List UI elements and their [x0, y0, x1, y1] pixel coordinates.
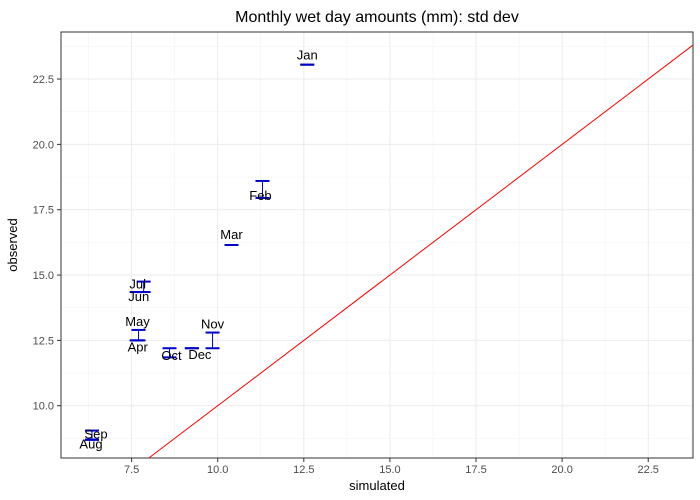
point-label: Oct [161, 348, 182, 363]
point-label: Feb [249, 188, 271, 203]
x-tick-label: 22.5 [638, 464, 659, 476]
point-label: Aug [79, 437, 102, 452]
x-tick-label: 10.0 [207, 464, 228, 476]
identity-line [148, 44, 694, 459]
x-tick-label: 7.5 [124, 464, 139, 476]
point-label: Jul [129, 277, 146, 292]
reference-line [148, 44, 694, 459]
y-tick-label: 12.5 [33, 335, 54, 347]
point-label: May [125, 314, 150, 329]
point-label: Nov [201, 317, 225, 332]
point-label: Jan [297, 48, 318, 63]
x-tick-label: 20.0 [551, 464, 572, 476]
x-axis-ticks: 7.5 10.0 12.5 15.0 17.5 20.0 22.5 [124, 458, 659, 476]
data-points [84, 63, 315, 441]
x-tick-label: 12.5 [293, 464, 314, 476]
y-tick-label: 17.5 [33, 205, 54, 217]
point-feb [255, 179, 270, 199]
point-oct [162, 347, 177, 359]
y-tick-label: 10.0 [33, 401, 54, 413]
point-nov [205, 331, 220, 350]
x-tick-label: 17.5 [465, 464, 486, 476]
x-tick-label: 15.0 [379, 464, 400, 476]
plot-panel-border [60, 31, 694, 459]
point-label: Sep [84, 427, 107, 442]
y-tick-label: 22.5 [33, 74, 54, 86]
point-label: Mar [220, 227, 243, 242]
point-label: Dec [188, 347, 212, 362]
point-label: Apr [128, 339, 149, 354]
grid [61, 32, 693, 458]
chart-title: Monthly wet day amounts (mm): std dev [235, 9, 519, 26]
y-axis-title: observed [5, 218, 20, 271]
point-label: Jun [128, 289, 149, 304]
x-axis-title: simulated [349, 478, 405, 493]
y-axis-ticks: 10.0 12.5 15.0 17.5 20.0 22.5 [33, 74, 61, 413]
y-tick-label: 20.0 [33, 139, 54, 151]
y-tick-label: 15.0 [33, 270, 54, 282]
